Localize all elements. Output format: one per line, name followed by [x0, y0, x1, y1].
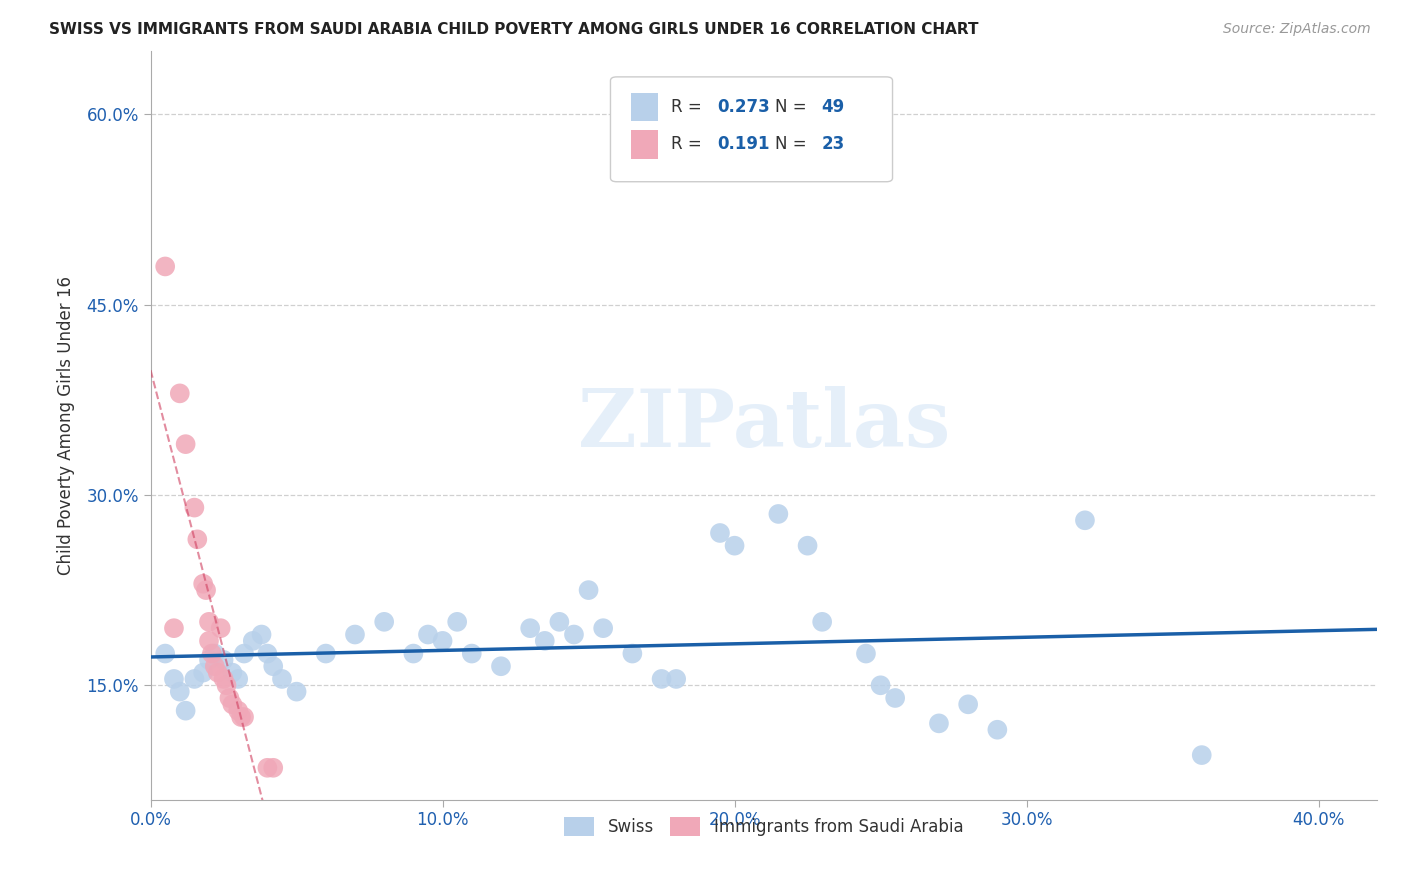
- Point: [198, 615, 221, 629]
- Point: [163, 621, 186, 635]
- Point: [489, 659, 512, 673]
- Point: [796, 539, 818, 553]
- Point: [198, 653, 221, 667]
- Point: [768, 507, 790, 521]
- Point: [191, 665, 214, 680]
- Point: [242, 633, 264, 648]
- Point: [957, 698, 980, 712]
- Point: [191, 576, 214, 591]
- Point: [186, 533, 208, 547]
- Point: [432, 633, 454, 648]
- Text: 23: 23: [821, 136, 845, 153]
- Text: 49: 49: [821, 98, 845, 116]
- Point: [621, 647, 644, 661]
- Point: [198, 633, 221, 648]
- Point: [195, 583, 218, 598]
- Point: [855, 647, 877, 661]
- Point: [153, 260, 176, 274]
- Point: [446, 615, 468, 629]
- Point: [533, 633, 555, 648]
- Point: [416, 627, 439, 641]
- Point: [519, 621, 541, 635]
- Point: [262, 761, 284, 775]
- Point: [153, 647, 176, 661]
- Point: [343, 627, 366, 641]
- FancyBboxPatch shape: [610, 77, 893, 182]
- Text: 0.273: 0.273: [717, 98, 770, 116]
- Point: [221, 698, 243, 712]
- Text: Source: ZipAtlas.com: Source: ZipAtlas.com: [1223, 22, 1371, 37]
- Point: [1074, 513, 1097, 527]
- Point: [209, 621, 232, 635]
- FancyBboxPatch shape: [631, 130, 658, 159]
- Point: [183, 672, 205, 686]
- Text: 0.191: 0.191: [717, 136, 769, 153]
- Point: [402, 647, 425, 661]
- Point: [233, 710, 256, 724]
- FancyBboxPatch shape: [631, 93, 658, 121]
- Point: [709, 526, 731, 541]
- Point: [723, 539, 745, 553]
- Point: [578, 583, 600, 598]
- Point: [250, 627, 273, 641]
- Point: [315, 647, 337, 661]
- Point: [226, 672, 249, 686]
- Point: [229, 710, 252, 724]
- Point: [174, 704, 197, 718]
- Point: [218, 690, 240, 705]
- Point: [461, 647, 484, 661]
- Point: [256, 647, 278, 661]
- Point: [212, 653, 235, 667]
- Point: [204, 647, 226, 661]
- Point: [928, 716, 950, 731]
- Point: [226, 704, 249, 718]
- Point: [221, 665, 243, 680]
- Y-axis label: Child Poverty Among Girls Under 16: Child Poverty Among Girls Under 16: [58, 276, 75, 574]
- Point: [204, 659, 226, 673]
- Point: [1191, 748, 1213, 763]
- Legend: Swiss, Immigrants from Saudi Arabia: Swiss, Immigrants from Saudi Arabia: [564, 817, 963, 836]
- Point: [163, 672, 186, 686]
- Point: [183, 500, 205, 515]
- Point: [169, 684, 191, 698]
- Point: [884, 690, 907, 705]
- Text: ZIPatlas: ZIPatlas: [578, 386, 950, 464]
- Point: [256, 761, 278, 775]
- Point: [986, 723, 1008, 737]
- Point: [373, 615, 395, 629]
- Point: [651, 672, 673, 686]
- Text: N =: N =: [775, 98, 811, 116]
- Point: [233, 647, 256, 661]
- Point: [174, 437, 197, 451]
- Point: [271, 672, 294, 686]
- Point: [562, 627, 585, 641]
- Point: [285, 684, 308, 698]
- Point: [665, 672, 688, 686]
- Point: [592, 621, 614, 635]
- Text: N =: N =: [775, 136, 811, 153]
- Point: [212, 672, 235, 686]
- Point: [869, 678, 891, 692]
- Text: R =: R =: [671, 136, 707, 153]
- Point: [262, 659, 284, 673]
- Point: [548, 615, 571, 629]
- Text: SWISS VS IMMIGRANTS FROM SAUDI ARABIA CHILD POVERTY AMONG GIRLS UNDER 16 CORRELA: SWISS VS IMMIGRANTS FROM SAUDI ARABIA CH…: [49, 22, 979, 37]
- Point: [207, 665, 229, 680]
- Point: [169, 386, 191, 401]
- Text: R =: R =: [671, 98, 707, 116]
- Point: [215, 678, 238, 692]
- Point: [201, 647, 224, 661]
- Point: [811, 615, 834, 629]
